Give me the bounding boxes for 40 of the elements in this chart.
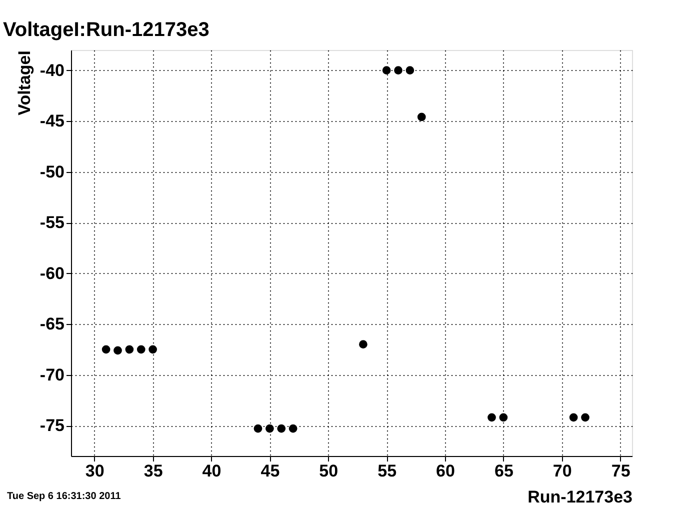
y-axis-title: VoltageI [14,50,34,116]
y-tick-label: -70 [40,365,64,384]
x-tick-label: 45 [260,462,280,480]
text: Tue Sep 6 16:31:30 2011 [7,491,122,502]
point [102,345,110,354]
point [288,424,298,433]
point [581,413,590,422]
x-tick-label: 60 [436,462,455,480]
x-tick-label: 50 [319,462,338,480]
y-tick-label: -45 [40,112,64,131]
point [488,413,496,422]
x-tick-label: 30 [85,462,104,480]
y-tick-label: -75 [40,416,64,436]
x-tick-label: 75 [611,462,630,480]
point [359,340,368,349]
point [277,424,286,433]
point [254,424,262,433]
point [125,345,134,354]
x-tick-label: 35 [144,462,163,480]
x-tick-label: 40 [202,462,222,480]
point [382,66,391,74]
point [499,413,508,422]
y-tick-label: -50 [40,162,64,182]
point [148,345,157,354]
point [266,424,274,433]
y-tick-label: -60 [40,264,64,283]
point [136,345,146,354]
point [417,112,426,122]
x-axis-title: Run-12173e3 [528,488,632,506]
y-tick-label: -55 [40,213,64,232]
point [569,413,578,422]
chart-title: VoltageI:Run-12173e3 [3,19,210,41]
x-tick-label: 70 [552,462,572,480]
x-tick-label: 55 [378,462,397,480]
point [406,66,414,74]
y-tick-label: -65 [40,314,64,334]
y-tick-label: -40 [40,60,64,80]
x-tick-label: 65 [494,462,514,480]
point [394,66,402,74]
point [114,346,122,355]
